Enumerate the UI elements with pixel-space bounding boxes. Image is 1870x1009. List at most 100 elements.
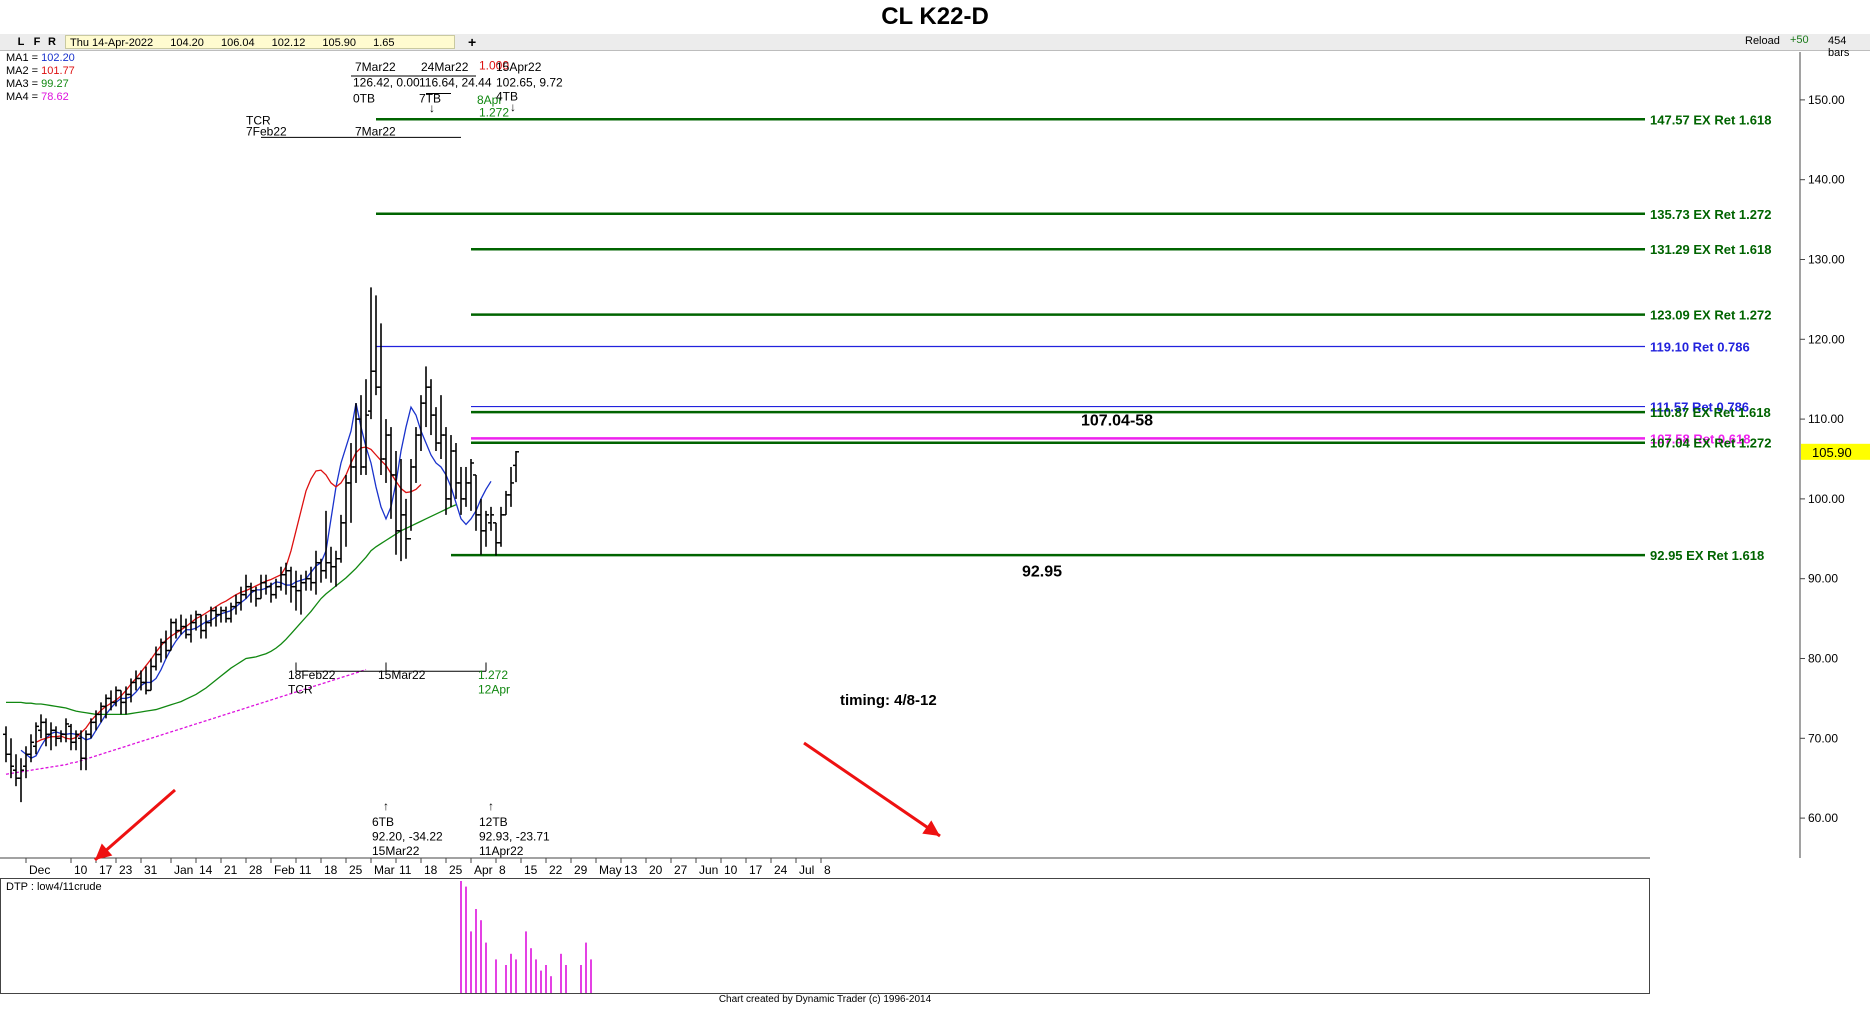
ohlc-bar [448, 435, 454, 507]
ohlc-bar [493, 522, 499, 556]
ohlc-bar [473, 474, 479, 531]
x-tick-label: 23 [119, 863, 133, 877]
ohlc-bar [513, 451, 519, 483]
ohlc-bar [203, 614, 209, 639]
quote-close: 105.90 [322, 37, 357, 49]
ohlc-bar [458, 466, 464, 515]
bot-6tb-label: 6TB [372, 815, 394, 829]
ohlc-bar [433, 407, 439, 452]
y-tick-label: 120.00 [1808, 332, 1845, 346]
ma-line-ma2 [35, 446, 422, 743]
x-tick-label: 15 [524, 863, 538, 877]
dtp-label: DTP : low4/11crude [6, 881, 102, 893]
ohlc-bar [363, 379, 369, 475]
mid-tcr-label: TCR [288, 683, 313, 697]
top-15apr-value: 102.65, 9.72 [496, 75, 563, 89]
ohlc-bar [63, 718, 69, 743]
ma1-value: 102.20 [41, 52, 75, 64]
chart-credit: Chart created by Dynamic Trader (c) 1996… [718, 994, 932, 1005]
bar-step-button[interactable]: +50 [1790, 34, 1809, 46]
y-tick-label: 60.00 [1808, 811, 1838, 825]
up-arrow-icon: ↑ [488, 799, 494, 813]
ohlc-bar [223, 606, 229, 623]
bot-12tb-date: 11Apr22 [479, 844, 524, 858]
x-tick-label: 22 [549, 863, 563, 877]
ohlc-bar [113, 686, 119, 707]
ohlc-bar [338, 514, 344, 563]
ma1-legend-row: MA1 = 102.20 [6, 52, 75, 64]
ohlc-bar [488, 506, 494, 531]
flag-r-button[interactable]: R [48, 36, 56, 48]
bar-count: 454 bars [1828, 35, 1850, 59]
ohlc-bar [13, 754, 19, 787]
x-tick-label: 17 [99, 863, 113, 877]
level-label: 131.29 EX Ret 1.618 [1650, 242, 1771, 257]
level-label: 119.10 Ret 0.786 [1650, 339, 1750, 354]
level-label: 111.57 Ret 0.786 [1650, 400, 1749, 415]
mid-12apr-label: 12Apr [478, 683, 510, 697]
ma-line-ma3 [6, 504, 457, 716]
x-tick-label: 20 [649, 863, 663, 877]
x-tick-label: 8 [499, 863, 506, 877]
ma2-legend-row: MA2 = 101.77 [6, 65, 75, 77]
moving-average-lines [5, 402, 492, 775]
ohlc-bars [3, 287, 519, 803]
y-tick-label: 110.00 [1808, 412, 1844, 426]
x-tick-label: 10 [724, 863, 738, 877]
reload-button[interactable]: Reload [1745, 35, 1780, 47]
ma3-legend-row: MA3 = 99.27 [6, 78, 69, 90]
add-plus-icon[interactable]: + [468, 34, 477, 50]
bot-6tb-date: 15Mar22 [372, 844, 420, 858]
ohlc-bar [453, 443, 459, 499]
ohlc-bar [333, 550, 339, 587]
ohlc-bar [213, 606, 219, 627]
flag-l-button[interactable]: L [17, 36, 25, 48]
y-tick-label: 100.00 [1808, 492, 1845, 506]
bot-12tb-label: 12TB [479, 815, 508, 829]
x-tick-label: Jan [174, 863, 193, 877]
ohlc-bar [238, 586, 244, 611]
pointer-arrows [94, 741, 941, 862]
ohlc-bar [73, 730, 79, 751]
x-tick-label: Dec [29, 863, 50, 877]
arrow-shaft [94, 788, 176, 862]
date-axis: Dec 10 17 23 31 Jan 14 21 28 Feb 11 18 25 Mar 11 18 25 Ap… [25, 858, 831, 877]
right-red-arrow-icon [803, 741, 941, 838]
x-tick-label: Feb [274, 863, 295, 877]
top-7mar-value: 126.42, 0.00 [353, 75, 420, 89]
top-8apr-ratio: 1.272 [479, 106, 509, 120]
ohlc-bar [23, 746, 29, 779]
ma-line-ma1 [20, 402, 492, 760]
ohlc-bar [248, 582, 254, 603]
arrow-head [922, 820, 940, 836]
ohlc-bar [148, 658, 154, 692]
ohlc-bar [478, 498, 484, 555]
x-tick-label: 27 [674, 863, 688, 877]
level-label: 92.95 EX Ret 1.618 [1650, 548, 1764, 563]
level-label: 147.57 EX Ret 1.618 [1650, 112, 1771, 127]
ohlc-bar [383, 419, 389, 483]
y-tick-label: 70.00 [1808, 731, 1838, 745]
ohlc-bar [463, 466, 469, 507]
x-tick-label: Jun [699, 863, 718, 877]
projection-levels: 147.57 EX Ret 1.618 135.73 EX Ret 1.272 13… [376, 112, 1771, 563]
ohlc-bar [498, 506, 504, 547]
top-7mar-label: 7Mar22 [355, 60, 396, 74]
x-tick-label: 25 [349, 863, 363, 877]
ma2-value: 101.77 [41, 65, 75, 77]
ohlc-bar [33, 722, 39, 755]
quote-date: Thu 14-Apr-2022 [70, 37, 154, 49]
x-tick-label: 21 [224, 863, 238, 877]
top-1000-label: 1.000 [479, 59, 509, 73]
ohlc-bar [313, 550, 319, 595]
ohlc-bar [343, 474, 349, 547]
top-8apr-label: 8Apr [477, 93, 502, 107]
left-red-arrow-icon [94, 788, 176, 862]
mid-15mar-label: 15Mar22 [378, 668, 426, 682]
quote-open: 104.20 [170, 37, 204, 49]
mid-ratio-label: 1.272 [478, 668, 508, 682]
y-tick-label: 130.00 [1808, 252, 1845, 266]
flag-f-button[interactable]: F [33, 36, 41, 48]
